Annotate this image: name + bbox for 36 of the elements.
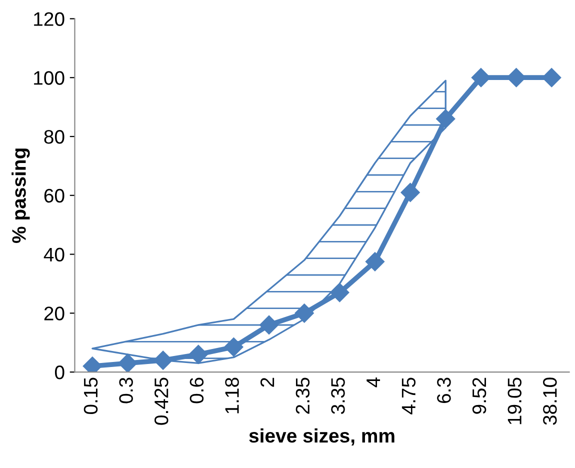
point [259,315,279,334]
x-tick-label: 38.10 [543,378,557,425]
x-tick-label: 0.6 [190,378,204,404]
x-tick-label: 3.35 [331,378,345,414]
y-tick-label: 100 [34,71,64,85]
x-tick-label: 2 [260,378,274,387]
point [118,354,138,372]
y-axis-title: % passing [12,148,30,243]
point [436,109,456,128]
x-axis-title: sieve sizes, mm [249,428,394,446]
point [154,350,173,370]
x-tick-label: 4 [366,377,380,388]
point [330,283,350,302]
x-tick-label: 6.3 [437,378,451,403]
y-tick-label: 60 [44,188,64,203]
y-tick-label: 40 [44,248,64,262]
x-tick-label: 0.425 [154,378,168,425]
y-tick-label: 0 [54,366,64,380]
x-tick-label: 19.05 [508,378,522,424]
x-tick-label: 0.3 [119,378,133,404]
point [365,252,385,272]
y-tick-label: 120 [34,12,64,26]
point [400,182,420,202]
x-tick-label: 2.35 [296,378,310,414]
point [506,68,526,88]
x-tick-label: 4.75 [402,378,416,414]
point [471,68,490,88]
point [188,344,208,364]
x-tick-label: 1.18 [225,378,239,414]
point [542,68,562,88]
y-tick-label: 20 [44,306,64,320]
point [294,304,314,323]
y-tick-label: 80 [44,130,64,144]
x-tick-label: 9.52 [472,378,486,414]
x-tick-label: 0.15 [84,378,98,414]
point [224,338,244,357]
